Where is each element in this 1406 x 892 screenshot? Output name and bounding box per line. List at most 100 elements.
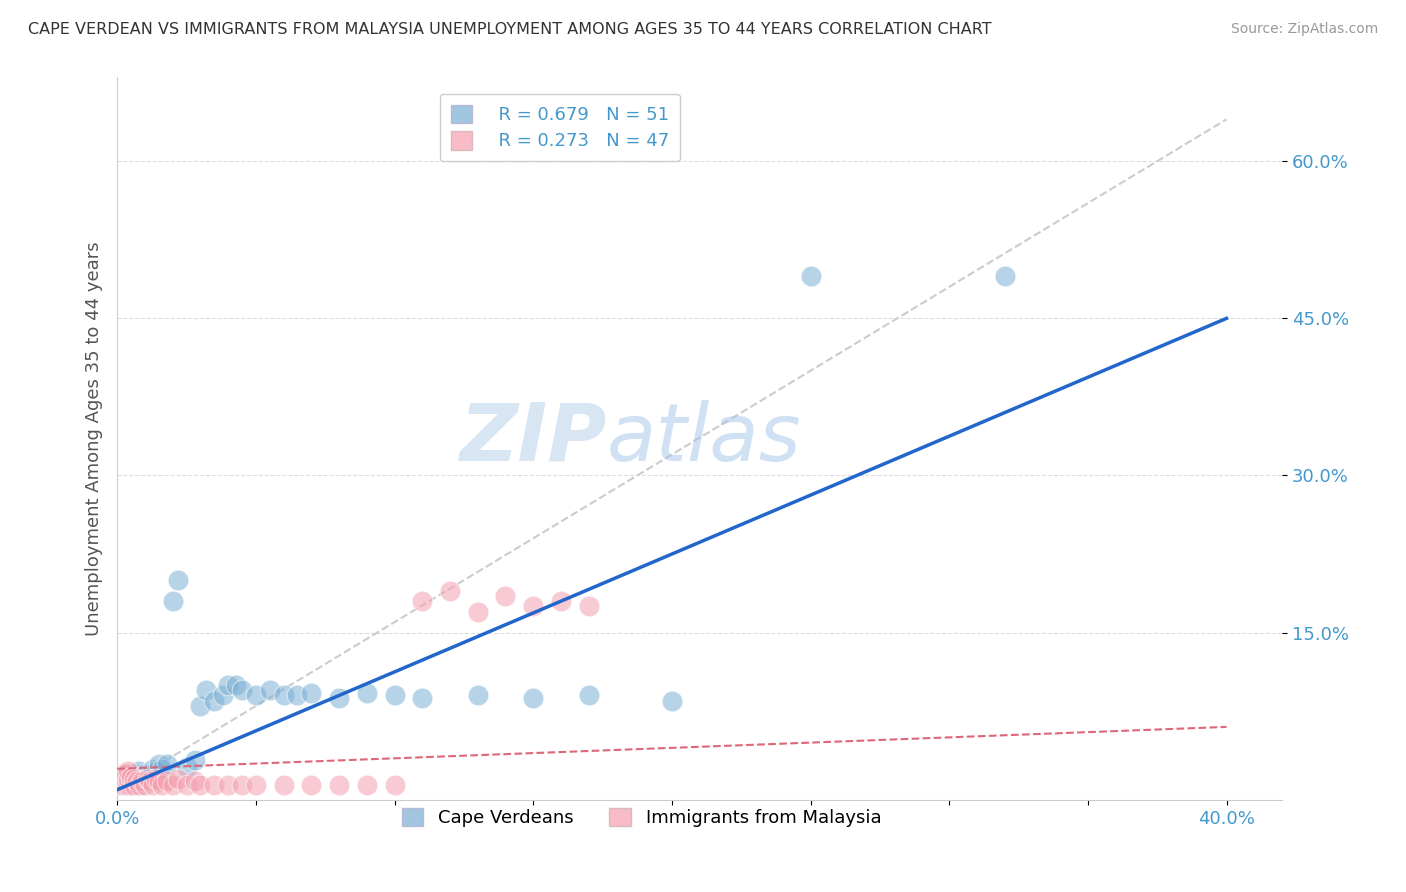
Point (217, 777, 239, 791)
Point (111, 772, 134, 787)
Point (231, 777, 253, 791)
Point (231, 683, 253, 698)
Point (245, 689, 267, 703)
Point (211, 689, 233, 703)
Point (167, 573, 190, 587)
Point (190, 777, 212, 791)
Point (117, 772, 139, 787)
Point (287, 689, 309, 703)
Point (356, 686, 378, 700)
Text: atlas: atlas (606, 400, 801, 478)
Point (117, 777, 139, 791)
Point (136, 772, 159, 787)
Point (108, 774, 131, 789)
Point (522, 599, 544, 614)
Point (125, 774, 148, 789)
Legend: Cape Verdeans, Immigrants from Malaysia: Cape Verdeans, Immigrants from Malaysia (394, 801, 889, 835)
Point (120, 777, 142, 791)
Point (128, 777, 150, 791)
Point (111, 777, 134, 791)
Point (125, 767, 148, 781)
Point (142, 777, 165, 791)
Point (162, 594, 184, 608)
Point (994, 269, 1017, 284)
Point (356, 777, 378, 791)
Point (111, 770, 134, 784)
Point (122, 772, 145, 787)
Point (131, 774, 153, 789)
Point (134, 777, 156, 791)
Point (142, 762, 165, 776)
Point (176, 760, 198, 774)
Point (120, 770, 142, 784)
Point (273, 777, 295, 791)
Text: ZIP: ZIP (458, 400, 606, 478)
Point (122, 777, 145, 791)
Text: CAPE VERDEAN VS IMMIGRANTS FROM MALAYSIA UNEMPLOYMENT AMONG AGES 35 TO 44 YEARS : CAPE VERDEAN VS IMMIGRANTS FROM MALAYSIA… (28, 22, 991, 37)
Point (150, 777, 173, 791)
Point (467, 689, 489, 703)
Point (184, 753, 207, 767)
Point (148, 756, 170, 771)
Point (114, 777, 136, 791)
Point (108, 777, 131, 791)
Point (114, 767, 136, 781)
Point (156, 774, 179, 789)
Point (131, 777, 153, 791)
Point (122, 770, 145, 784)
Point (328, 777, 350, 791)
Point (145, 772, 167, 787)
Point (156, 756, 179, 771)
Point (184, 774, 207, 789)
Point (117, 764, 139, 778)
Point (136, 770, 159, 784)
Point (145, 764, 167, 778)
Point (114, 774, 136, 789)
Point (114, 772, 136, 787)
Point (259, 683, 281, 698)
Point (578, 599, 600, 614)
Point (328, 690, 350, 705)
Point (134, 767, 156, 781)
Point (411, 690, 433, 705)
Y-axis label: Unemployment Among Ages 35 to 44 years: Unemployment Among Ages 35 to 44 years (86, 242, 103, 636)
Point (217, 678, 239, 692)
Point (245, 777, 267, 791)
Point (150, 762, 173, 776)
Point (522, 690, 544, 705)
Point (117, 767, 139, 781)
Point (111, 767, 134, 781)
Point (384, 777, 406, 791)
Point (120, 777, 142, 791)
Point (194, 683, 217, 698)
Point (122, 777, 145, 791)
Point (139, 767, 162, 781)
Point (384, 689, 406, 703)
Point (578, 689, 600, 703)
Point (299, 686, 322, 700)
Point (111, 774, 134, 789)
Point (134, 772, 156, 787)
Point (108, 777, 131, 791)
Point (661, 694, 683, 708)
Point (550, 594, 572, 608)
Point (439, 583, 461, 598)
Point (128, 764, 150, 778)
Point (117, 774, 139, 789)
Point (190, 698, 212, 713)
Point (299, 777, 322, 791)
Point (225, 678, 247, 692)
Point (799, 269, 821, 284)
Point (176, 777, 198, 791)
Point (139, 774, 162, 789)
Point (273, 689, 295, 703)
Point (148, 774, 170, 789)
Point (162, 777, 184, 791)
Point (125, 774, 148, 789)
Point (114, 777, 136, 791)
Point (202, 777, 225, 791)
Text: Source: ZipAtlas.com: Source: ZipAtlas.com (1230, 22, 1378, 37)
Point (467, 605, 489, 619)
Point (411, 594, 433, 608)
Point (494, 589, 516, 603)
